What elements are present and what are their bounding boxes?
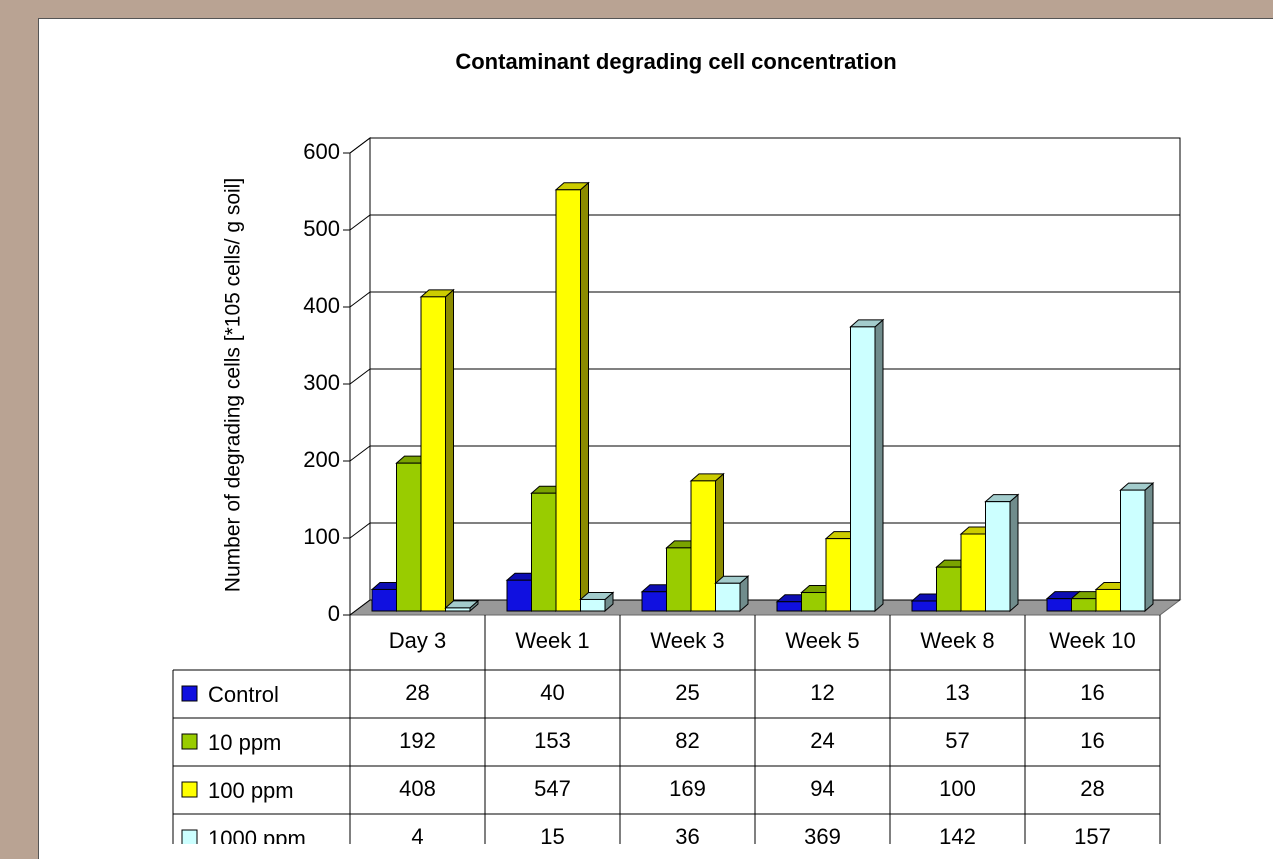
table-cell: 12 (810, 680, 834, 705)
table-cell: 4 (411, 824, 423, 844)
bar (911, 600, 937, 612)
bar (690, 480, 716, 612)
table-cell: 16 (1080, 728, 1104, 753)
y-axis-label: Number of degrading cells [*105 cells/ g… (221, 177, 245, 593)
legend-label: 100 ppm (208, 778, 294, 803)
legend-label: 1000 ppm (208, 826, 306, 844)
bar (396, 462, 422, 612)
table-cell: 16 (1080, 680, 1104, 705)
x-tick-label: Week 1 (515, 628, 589, 653)
grid-line (349, 522, 1180, 539)
table-cell: 192 (399, 728, 436, 753)
bar-side (445, 288, 454, 613)
bar (985, 501, 1011, 612)
table-cell: 82 (675, 728, 699, 753)
bar-side (580, 181, 589, 613)
bar (420, 296, 446, 612)
bar (1071, 598, 1097, 612)
table-cell: 28 (1080, 776, 1104, 801)
table-cell: 36 (675, 824, 699, 844)
bar-side (874, 318, 884, 613)
bar (825, 538, 851, 612)
legend-key (181, 829, 198, 844)
bar (371, 588, 397, 612)
grid-line (349, 368, 1180, 385)
bar (555, 189, 581, 612)
table-cell: 142 (939, 824, 976, 844)
table-cell: 57 (945, 728, 969, 753)
bar (715, 582, 741, 612)
x-tick-label: Day 3 (389, 628, 446, 653)
y-tick-label: 300 (303, 370, 340, 395)
y-tick-label: 100 (303, 524, 340, 549)
legend-label: 10 ppm (208, 730, 281, 755)
table-cell: 100 (939, 776, 976, 801)
y-tick-label: 200 (303, 447, 340, 472)
bar (776, 601, 802, 612)
legend-key (181, 685, 198, 702)
table-cell: 408 (399, 776, 436, 801)
bar (445, 607, 471, 612)
bar (506, 579, 532, 612)
x-tick-label: Week 5 (785, 628, 859, 653)
chart-title: Contaminant degrading cell concentration (455, 49, 896, 74)
table-cell: 25 (675, 680, 699, 705)
x-tick-label: Week 10 (1049, 628, 1135, 653)
table-cell: 13 (945, 680, 969, 705)
table-cell: 547 (534, 776, 571, 801)
bar (580, 598, 606, 612)
table-cell: 157 (1074, 824, 1111, 844)
x-tick-label: Week 8 (920, 628, 994, 653)
bar-side (1009, 493, 1019, 613)
bar (641, 591, 667, 612)
table-cell: 169 (669, 776, 706, 801)
table-cell: 40 (540, 680, 564, 705)
legend-key (181, 733, 198, 750)
y-tick-label: 0 (328, 601, 340, 626)
table-cell: 24 (810, 728, 834, 753)
bar (1046, 598, 1072, 612)
y-tick-label: 600 (303, 139, 340, 164)
bar-side (1144, 482, 1154, 613)
grid-line (349, 291, 1180, 308)
table-cell: 28 (405, 680, 429, 705)
grid-line (349, 599, 1180, 616)
grid-line (349, 214, 1180, 231)
bar (850, 326, 876, 612)
table-cell: 15 (540, 824, 564, 844)
bar (1095, 588, 1121, 612)
legend-key (181, 781, 198, 798)
bar (1120, 489, 1146, 612)
x-tick-label: Week 3 (650, 628, 724, 653)
legend-label: Control (208, 682, 279, 707)
bar (801, 592, 827, 612)
grid-line (349, 445, 1180, 462)
bar (531, 492, 557, 612)
bar (936, 566, 962, 612)
table-cell: 94 (810, 776, 834, 801)
table-cell: 153 (534, 728, 571, 753)
bar (960, 533, 986, 612)
grid-line (349, 137, 1180, 154)
bar (666, 547, 692, 612)
y-tick-label: 500 (303, 216, 340, 241)
table-cell: 369 (804, 824, 841, 844)
y-tick-label: 400 (303, 293, 340, 318)
